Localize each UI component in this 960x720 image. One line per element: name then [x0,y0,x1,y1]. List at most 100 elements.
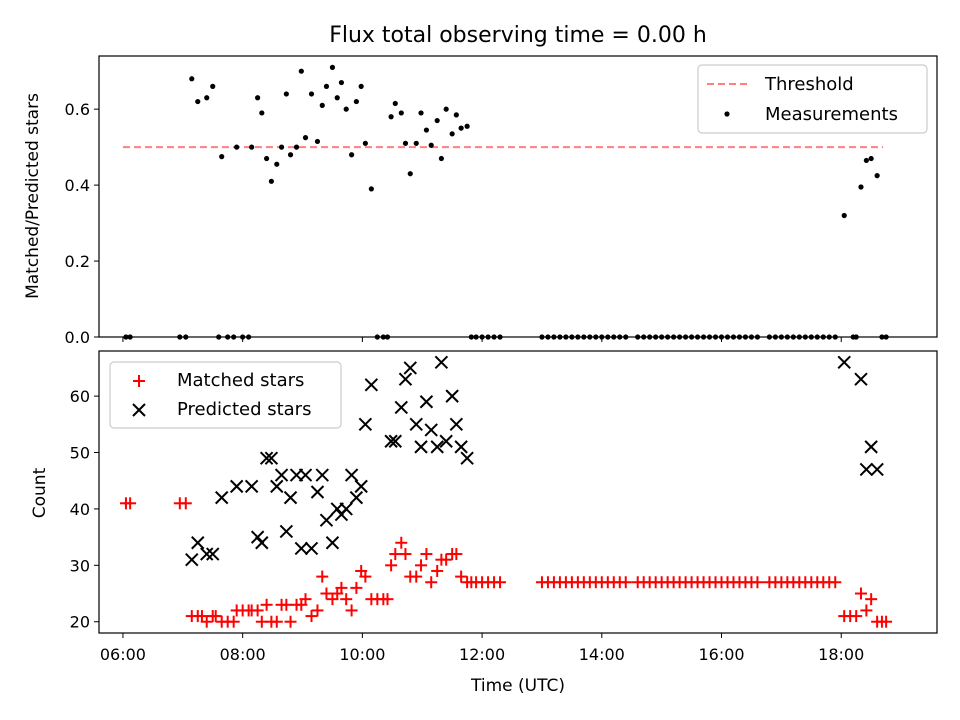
measurement-point [329,64,336,70]
matched-star-point [751,576,764,589]
matched-star-point [311,604,324,617]
measurement-point [362,140,368,146]
matched-star-point [320,587,333,600]
matched-star-point [284,615,297,628]
bottom-x-tick-label: 06:00 [100,645,146,664]
bottom-x-tick-label: 12:00 [459,645,505,664]
predicted-star-point [325,536,340,550]
measurement-point [368,186,374,192]
measurement-point [264,155,270,162]
measurement-point [392,100,398,107]
predicted-star-point [200,547,214,561]
measurement-point [858,184,864,190]
top-y-tick-label: 0.4 [65,176,90,195]
top-y-ticks: 0.0 0.2 0.4 0.6 [65,100,99,347]
top-axes-frame [98,55,938,338]
measurement-point [298,68,304,74]
bottom-legend: Matched stars Predicted stars [109,361,342,429]
predicted-star-point [864,440,878,454]
predicted-star-point [274,468,289,482]
predicted-star-point [264,451,279,465]
legend-measurements-label: Measurements [765,104,898,125]
top-y-axis-label: Matched/Predicted stars [23,93,43,299]
bottom-x-tick-label: 08:00 [220,645,266,664]
matched-star-point [270,615,283,628]
predicted-star-point [424,423,438,437]
predicted-star-point [206,547,220,561]
measurement-point [195,98,201,105]
measurement-point [388,114,394,120]
matched-star-point [425,576,438,589]
matched-star-point [420,548,433,561]
matched-star-point [431,564,444,577]
matched-star-point [316,570,329,583]
measurement-point [438,155,444,162]
bottom-x-ticks: 06:00 08:00 10:00 12:00 14:00 16:00 18:00 [100,633,864,664]
ratio-panel: Flux total observing time = 0.00 h Match… [23,23,938,347]
measurement-point [274,161,280,167]
matched-star-point [340,593,353,606]
predicted-star-point [298,468,313,482]
predicted-star-point [403,361,417,375]
predicted-star-point [837,355,851,369]
predicted-star-point [185,552,199,567]
matched-star-point [350,581,363,594]
predicted-star-point [339,502,353,516]
predicted-star-point [398,372,413,386]
predicted-star-point [870,462,884,477]
top-y-tick-label: 0.2 [65,252,90,271]
matched-star-point [415,559,428,572]
measurement-point [259,110,265,116]
bottom-x-tick-label: 16:00 [698,645,744,664]
measurement-point [219,154,225,160]
predicted-star-point [358,417,373,432]
matched-star-point [124,497,137,510]
predicted-star-point [315,468,329,482]
bottom-axes-frame [98,350,938,634]
predicted-star-point [449,417,464,432]
bottom-legend-box [109,361,342,429]
predicted-star-point [229,479,244,494]
measurement-point [402,140,409,146]
predicted-star-point [344,468,359,482]
matched-star-point [335,581,348,594]
measurement-point [874,173,880,179]
count-panel: Count Time (UTC) 20 30 40 50 60 06:00 08:00 10… [30,350,938,696]
measurement-point [458,125,464,131]
measurement-point [278,144,285,150]
legend-threshold-label: Threshold [764,74,854,95]
matched-star-point [305,610,318,623]
top-legend-box [697,64,928,134]
matched-star-point [227,615,240,628]
predicted-star-point [394,400,408,415]
bottom-y-ticks: 20 30 40 50 60 [70,387,99,632]
measurement-point [210,83,216,89]
measurement-point [314,138,321,145]
measurement-point [204,95,210,101]
bottom-y-tick-label: 20 [70,613,90,632]
bottom-x-tick-label: 14:00 [579,645,625,664]
measurement-point [334,95,340,101]
predicted-star-point [270,479,284,494]
measurement-point [428,142,434,148]
measurement-point [353,98,359,105]
measurement-point [418,110,424,116]
matched-star-point [450,548,463,561]
matched-star-point [850,610,863,623]
matched-star-point [854,587,867,600]
predicted-star-point [854,372,868,386]
matched-star-point [260,598,273,611]
bottom-x-tick-label: 10:00 [339,645,385,664]
measurement-point [287,152,294,158]
measurement-point [338,79,345,86]
bottom-y-tick-label: 60 [70,387,90,406]
predicted-star-point [244,479,259,494]
top-x-ticks [122,337,842,342]
predicted-star-point [319,513,334,527]
top-y-tick-label: 0.6 [65,100,90,119]
predicted-star-point [294,541,309,556]
measurement-point [841,212,847,219]
matched-star-point [865,593,878,606]
matched-star-point [209,610,222,623]
chart-title: Flux total observing time = 0.00 h [329,23,707,48]
